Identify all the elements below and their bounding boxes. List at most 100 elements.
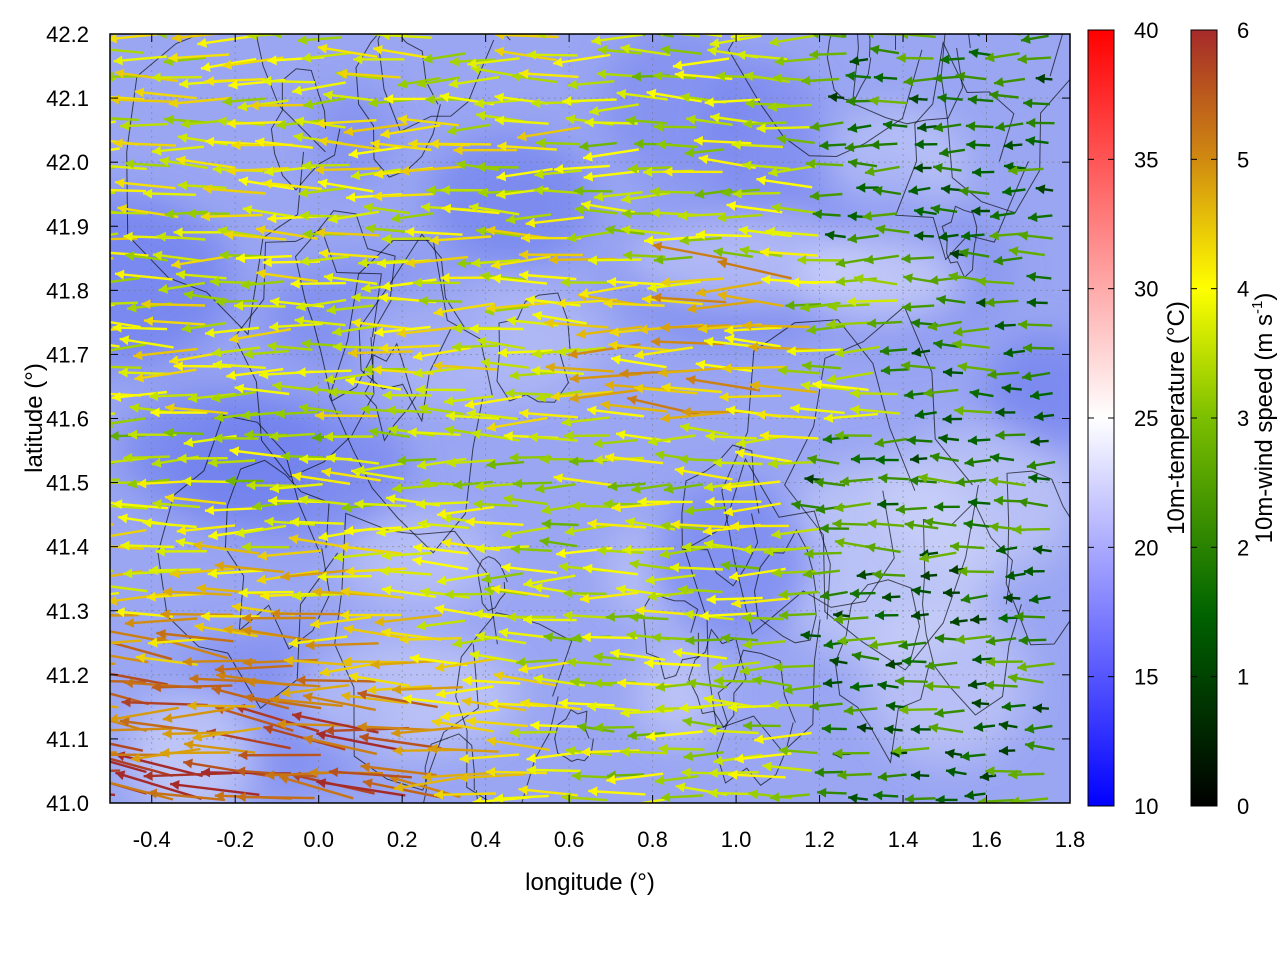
- wind-arrow-head: [821, 723, 831, 734]
- wind-arrow-shaft: [315, 231, 380, 237]
- wind-arrow-shaft: [160, 751, 231, 755]
- wind-arrow-head: [593, 678, 603, 689]
- wind-arrow-head: [647, 282, 657, 293]
- wind-arrow-head: [194, 622, 205, 633]
- wind-arrow-shaft: [532, 313, 587, 325]
- wind-arrow-head: [420, 587, 430, 598]
- wind-arrow-shaft: [519, 72, 579, 79]
- wind-arrow-head: [655, 681, 666, 692]
- wind-arrow-head: [289, 517, 300, 527]
- wind-arrow-head: [173, 361, 183, 372]
- wind-arrow-shaft: [485, 228, 550, 240]
- wind-arrow-shaft: [405, 255, 469, 265]
- wind-arrow-head: [570, 677, 580, 687]
- wind-arrow-head: [589, 106, 599, 116]
- wind-arrow-shaft: [759, 250, 819, 257]
- wind-arrow-head: [288, 534, 299, 545]
- wind-arrow-shaft: [391, 686, 463, 692]
- wind-arrow-head: [476, 162, 486, 172]
- wind-arrow-head: [619, 368, 629, 379]
- wind-arrow-head: [621, 208, 631, 219]
- wind-arrow-shaft: [192, 543, 259, 555]
- wind-arrow-head: [817, 787, 827, 798]
- wind-arrow-shaft: [169, 567, 235, 576]
- wind-arrow-shaft: [433, 302, 495, 315]
- wind-arrow-shaft: [697, 34, 723, 38]
- wind-arrow-head: [574, 204, 585, 215]
- wind-arrow-head: [123, 231, 133, 242]
- wind-arrow-head: [207, 568, 217, 579]
- y-tick-label: 41.1: [46, 727, 89, 752]
- wind-arrow-head: [933, 73, 943, 83]
- y-tick-label: 41.0: [46, 791, 89, 816]
- wind-arrow-head: [773, 662, 783, 672]
- wind-arrow-head: [519, 270, 529, 281]
- wind-arrow-head: [731, 598, 741, 609]
- wind-arrow-head: [872, 569, 882, 580]
- wind-arrow-shaft: [348, 350, 413, 355]
- y-tick-label: 41.6: [46, 407, 89, 432]
- wind-arrow-head: [184, 739, 194, 750]
- wind-arrow-head: [650, 207, 660, 218]
- wind-arrow-head: [923, 517, 934, 528]
- wind-arrow-head: [877, 499, 887, 510]
- wind-arrow-head: [577, 722, 587, 733]
- wind-arrow-head: [849, 588, 859, 599]
- wind-arrow-head: [520, 698, 530, 709]
- wind-arrow-head: [1028, 212, 1038, 223]
- wind-arrow-head: [999, 745, 1009, 756]
- wind-arrow-head: [682, 542, 691, 553]
- wind-arrow-head: [1025, 740, 1035, 751]
- wind-arrow-head: [765, 226, 775, 237]
- wind-arrow-head: [660, 322, 670, 333]
- wind-arrow-head: [969, 388, 980, 399]
- wind-arrow-shaft: [110, 591, 172, 603]
- contour-line: [681, 444, 760, 587]
- wind-arrow-head: [120, 540, 130, 551]
- wind-arrow-head: [77, 575, 87, 585]
- wind-arrow-head: [622, 545, 632, 555]
- wind-arrow-shaft: [110, 639, 142, 645]
- wind-arrow-head: [187, 393, 198, 403]
- wind-arrow-shaft: [183, 742, 256, 754]
- wind-arrow-head: [405, 257, 415, 268]
- wind-arrow-head: [625, 115, 636, 126]
- wind-arrow-head: [587, 255, 597, 266]
- wind-arrow-head: [115, 269, 125, 280]
- wind-arrow-head: [319, 248, 329, 259]
- wind-arrow-head: [802, 569, 813, 579]
- wind-arrow-head: [805, 158, 816, 169]
- wind-arrow-head: [124, 678, 134, 689]
- wind-arrow-head: [339, 542, 349, 553]
- wind-arrow-shaft: [610, 357, 667, 369]
- wind-arrow-shaft: [110, 191, 116, 195]
- wind-arrow-head: [238, 750, 248, 761]
- wind-arrow-head: [351, 318, 361, 328]
- x-tick-label: -0.4: [133, 827, 171, 852]
- wind-arrow-head: [486, 422, 497, 432]
- wind-arrow-shaft: [305, 642, 379, 647]
- wind-arrow-head: [848, 793, 858, 803]
- wind-arrow-head: [211, 685, 222, 696]
- wind-arrow-head: [968, 679, 978, 690]
- wind-arrow-head: [681, 767, 691, 778]
- wind-arrow-shaft: [260, 592, 320, 598]
- wind-arrow-head: [176, 525, 187, 536]
- wind-arrow-head: [260, 590, 270, 601]
- wind-arrow-head: [984, 680, 994, 691]
- wind-speed-colorbar-tick-label: 1: [1237, 665, 1249, 690]
- wind-arrow-head: [646, 731, 656, 742]
- wind-arrow-head: [896, 53, 906, 63]
- wind-arrow-head: [914, 409, 925, 420]
- wind-arrow-head: [653, 254, 664, 265]
- wind-arrow-head: [316, 730, 327, 741]
- wind-arrow-head: [985, 766, 995, 777]
- wind-arrow-head: [125, 251, 135, 261]
- wind-arrow-shaft: [310, 615, 372, 627]
- wind-arrow-head: [584, 117, 594, 128]
- wind-arrow-head: [717, 212, 727, 223]
- wind-arrow-head: [441, 513, 452, 524]
- wind-arrow-head: [77, 647, 87, 657]
- wind-speed-colorbar-title: 10m-wind speed (m s-1): [1249, 293, 1278, 544]
- x-tick-label: 1.2: [804, 827, 835, 852]
